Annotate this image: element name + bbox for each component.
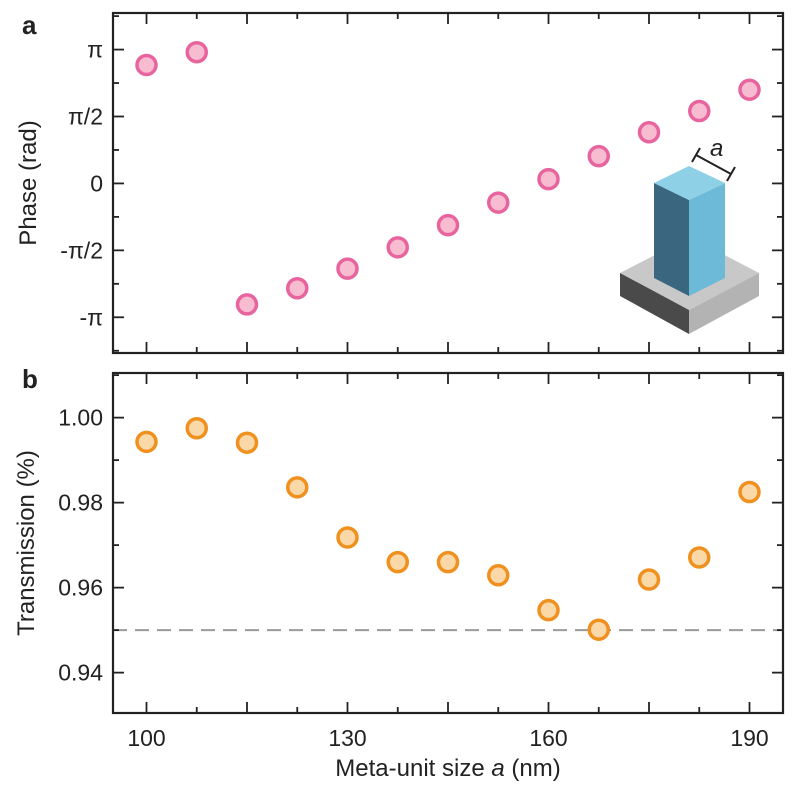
x-tick-label: 160 xyxy=(529,725,567,751)
pillar-left-face xyxy=(654,183,689,296)
x-axis-title-italic: a xyxy=(491,755,504,782)
data-point xyxy=(185,417,208,440)
meta-unit-pillar-inset: a xyxy=(620,135,759,334)
x-tick-label: 100 xyxy=(127,725,165,751)
panel-label-b: b xyxy=(22,364,38,394)
data-point xyxy=(537,598,560,622)
dimension-bar-end-right xyxy=(726,166,736,182)
data-point xyxy=(738,78,761,101)
data-point xyxy=(537,167,560,191)
data-point xyxy=(637,121,661,144)
data-point xyxy=(688,546,711,569)
panel-a-ticks xyxy=(113,13,783,353)
x-axis-title-prefix: Meta-unit size xyxy=(335,755,491,782)
panel-b-y-tick-labels: 0.94 0.96 0.98 1.00 xyxy=(58,405,103,686)
substrate-right-face xyxy=(689,273,759,334)
y-tick-label: 0.94 xyxy=(58,660,103,686)
data-point xyxy=(185,40,208,64)
data-point xyxy=(487,564,510,587)
x-tick-label: 190 xyxy=(730,725,768,751)
y-tick-label: 0.96 xyxy=(58,575,103,601)
inset-dimension-label: a xyxy=(710,135,723,162)
pillar-right-face xyxy=(689,183,725,296)
data-point xyxy=(386,550,409,574)
data-point xyxy=(436,550,460,574)
x-axis-title-suffix: (nm) xyxy=(505,755,561,782)
panel-a-y-axis-title: Phase (rad) xyxy=(15,120,42,245)
data-point xyxy=(487,191,510,214)
y-tick-label: π/2 xyxy=(68,103,103,129)
data-point xyxy=(336,526,359,549)
panel-b-frame xyxy=(111,371,785,715)
y-tick-label: 0 xyxy=(90,170,103,196)
panel-a-phase: a π π/2 0 -π/2 -π Phase (rad) a xyxy=(15,10,785,355)
panel-b-data-points xyxy=(135,417,761,641)
substrate-left-face xyxy=(620,273,689,334)
data-point xyxy=(235,293,259,316)
x-tick-label: 130 xyxy=(328,725,366,751)
dimension-bar-end-left xyxy=(691,147,701,163)
data-point xyxy=(587,618,610,641)
panel-b-transmission: b 0.94 0.96 0.98 1.00 100 130 160 190 Transmis… xyxy=(13,364,785,782)
data-point xyxy=(738,480,761,504)
panel-a-y-tick-labels: π π/2 0 -π/2 -π xyxy=(60,37,103,331)
y-tick-label: -π/2 xyxy=(60,237,103,263)
dimension-bar xyxy=(695,154,732,175)
data-point xyxy=(386,236,409,259)
data-point xyxy=(135,430,158,454)
data-point xyxy=(235,431,259,454)
y-tick-label: -π xyxy=(79,304,103,330)
y-tick-label: 0.98 xyxy=(58,490,103,516)
panel-a-data-points xyxy=(135,40,761,316)
data-point xyxy=(286,476,309,499)
x-axis-title: Meta-unit size a (nm) xyxy=(335,755,560,782)
panel-b-ticks xyxy=(113,373,783,713)
data-point xyxy=(436,213,460,237)
y-tick-label: 1.00 xyxy=(58,405,103,431)
panel-label-a: a xyxy=(22,10,37,40)
data-point xyxy=(135,53,158,77)
panel-b-y-axis-title: Transmission (%) xyxy=(13,450,40,636)
data-point xyxy=(286,276,309,300)
data-point xyxy=(587,144,610,168)
y-tick-label: π xyxy=(87,37,103,63)
data-point xyxy=(336,257,359,280)
data-point xyxy=(637,568,661,591)
data-point xyxy=(688,99,711,123)
pillar-top-face xyxy=(654,166,725,200)
panel-b-x-tick-labels: 100 130 160 190 xyxy=(127,725,768,751)
